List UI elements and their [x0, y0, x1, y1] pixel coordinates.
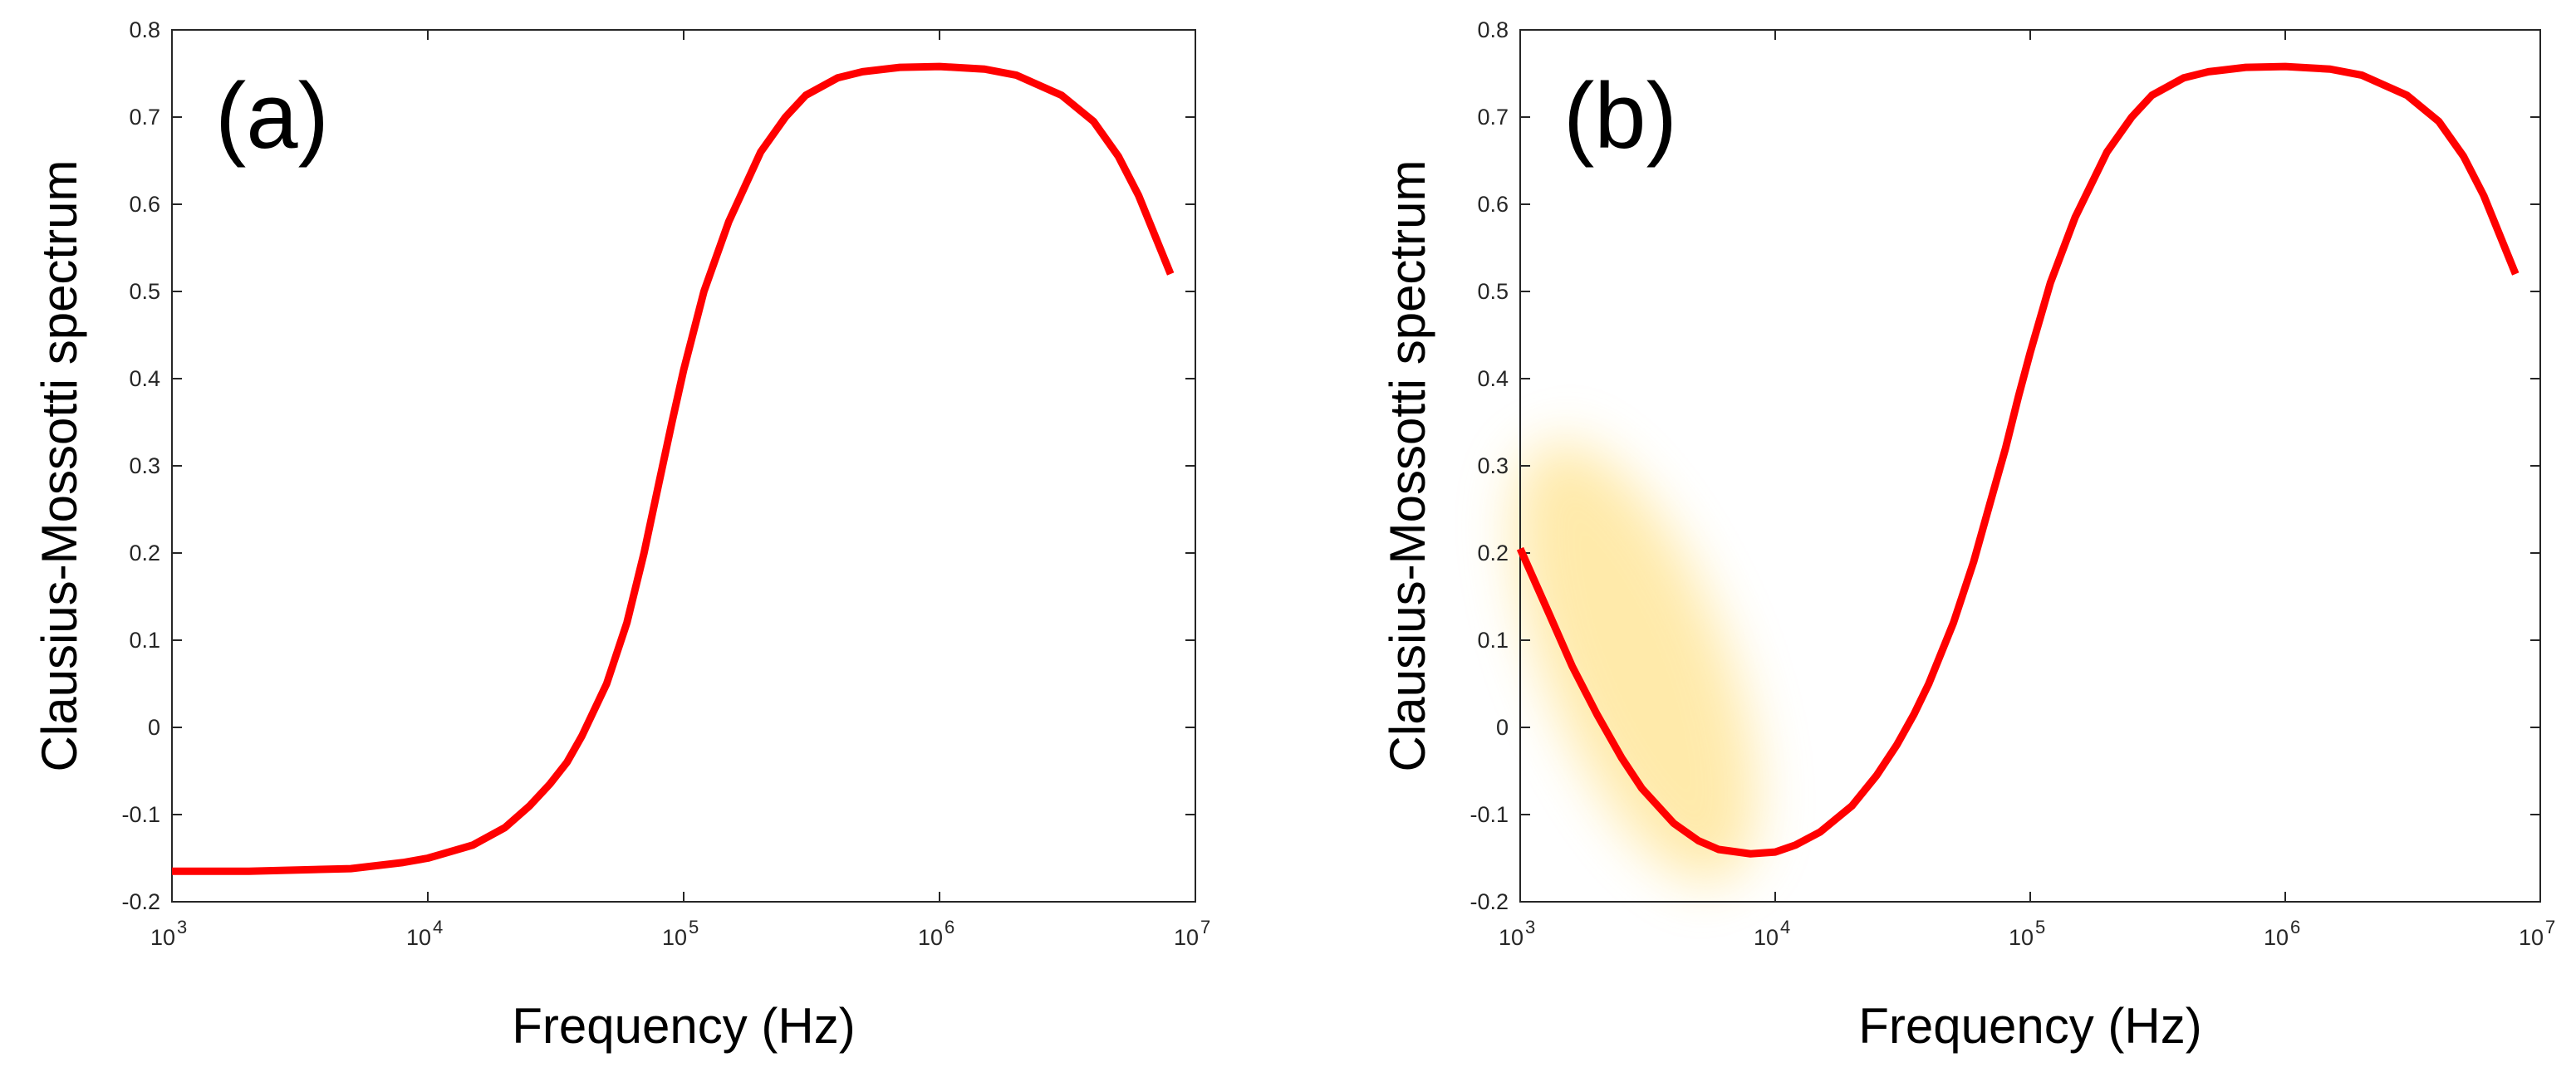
y-tick-label: 0.1 — [1477, 628, 1509, 653]
y-tick-label: 0.8 — [1477, 17, 1509, 42]
x-tick-base: 10 — [1499, 925, 1524, 950]
y-tick-label: 0.6 — [1477, 192, 1509, 217]
y-tick-label: -0.2 — [1470, 889, 1509, 914]
x-axis-label: Frequency (Hz) — [512, 998, 855, 1054]
y-tick-label: 0.7 — [129, 105, 160, 130]
y-tick-label: 0.1 — [129, 628, 160, 653]
y-tick-label: 0.2 — [1477, 541, 1509, 565]
x-tick-label: 10 5 — [662, 917, 699, 950]
x-tick-label: 10 4 — [1754, 917, 1790, 950]
y-tick-label: 0.8 — [129, 17, 160, 42]
y-axis-label: Clausius-Mossotti spectrum — [32, 160, 87, 772]
x-tick-label: 10 7 — [1174, 917, 1210, 950]
y-tick-label: 0.7 — [1477, 105, 1509, 130]
x-tick-label: 10 5 — [2009, 917, 2045, 950]
x-tick-base: 10 — [918, 925, 943, 950]
x-tick-exponent: 4 — [1780, 917, 1790, 937]
x-tick-exponent: 7 — [1200, 917, 1210, 937]
cm-series-line — [1516, 62, 2520, 858]
x-tick-base: 10 — [150, 925, 175, 950]
y-tick-label: 0 — [1496, 715, 1509, 740]
y-tick-label: 0.5 — [129, 279, 160, 304]
x-tick-exponent: 7 — [2545, 917, 2555, 937]
x-tick-exponent: 5 — [2035, 917, 2045, 937]
panel-label: (a) — [215, 64, 329, 168]
y-tick-label: 0.3 — [1477, 453, 1509, 478]
y-tick-label: -0.1 — [121, 802, 160, 827]
y-tick-label: 0.4 — [129, 366, 160, 391]
panel-b: -0.2-0.100.10.20.30.40.50.60.70.8 10 3 10 4… — [1380, 17, 2555, 1054]
x-tick-exponent: 3 — [177, 917, 187, 937]
x-tick-exponent: 5 — [689, 917, 699, 937]
x-tick-exponent: 6 — [945, 917, 954, 937]
panel-a: -0.2-0.100.10.20.30.40.50.60.70.8 10 3 10 4… — [32, 17, 1210, 1054]
y-tick-label: 0.4 — [1477, 366, 1509, 391]
y-tick-label: 0.3 — [129, 453, 160, 478]
y-tick-label: 0.2 — [129, 541, 160, 565]
x-tick-label: 10 6 — [918, 917, 954, 950]
x-tick-base: 10 — [2264, 925, 2289, 950]
x-tick-base: 10 — [1754, 925, 1779, 950]
y-tick-label: 0 — [148, 715, 160, 740]
x-tick-label: 10 3 — [150, 917, 187, 950]
x-tick-base: 10 — [2009, 925, 2034, 950]
y-tick-label: -0.2 — [121, 889, 160, 914]
highlight-region — [1514, 441, 1757, 883]
x-tick-exponent: 4 — [433, 917, 443, 937]
x-tick-label: 10 4 — [406, 917, 443, 950]
panel-label: (b) — [1563, 64, 1677, 168]
y-tick-label: -0.1 — [1470, 802, 1509, 827]
x-tick-base: 10 — [662, 925, 687, 950]
x-tick-exponent: 6 — [2290, 917, 2300, 937]
x-tick-base: 10 — [1174, 925, 1199, 950]
x-tick-label: 10 7 — [2519, 917, 2555, 950]
x-tick-label: 10 6 — [2264, 917, 2300, 950]
x-tick-exponent: 3 — [1525, 917, 1535, 937]
y-tick-label: 0.5 — [1477, 279, 1509, 304]
x-tick-base: 10 — [406, 925, 431, 950]
cm-series-line — [172, 62, 1175, 875]
y-axis-label: Clausius-Mossotti spectrum — [1380, 160, 1435, 772]
x-tick-label: 10 3 — [1499, 917, 1535, 950]
x-axis-label: Frequency (Hz) — [1858, 998, 2201, 1054]
y-tick-label: 0.6 — [129, 192, 160, 217]
x-tick-base: 10 — [2519, 925, 2544, 950]
